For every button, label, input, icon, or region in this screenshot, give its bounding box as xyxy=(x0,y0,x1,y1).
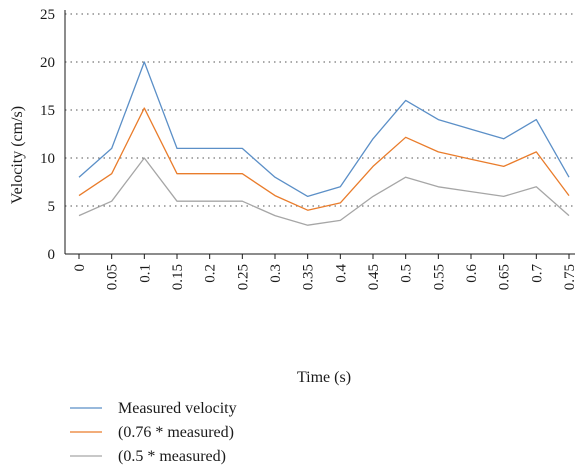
y-tick-label: 20 xyxy=(40,55,55,71)
x-tick-label: 0.3 xyxy=(268,264,284,283)
x-axis-title: Time (s) xyxy=(297,369,351,386)
x-tick-label: 0.75 xyxy=(562,264,578,290)
x-tick-label: 0.35 xyxy=(301,264,317,290)
series-line-2 xyxy=(78,157,570,226)
axes xyxy=(64,10,575,259)
x-tick-label: 0.45 xyxy=(366,264,382,290)
x-tick-labels: 0 0.05 0.1 0.15 0.2 0.25 0.3 0.35 0.4 0.45 0.5 0.55… xyxy=(72,264,578,291)
y-axis-title: Velocity (cm/s) xyxy=(9,106,26,204)
legend-label: Measured velocity xyxy=(118,400,237,417)
legend: Measured velocity (0.76 * measured) (0.5 *… xyxy=(70,400,237,465)
gridlines xyxy=(65,13,575,207)
series-lines xyxy=(78,61,570,226)
x-tick-label: 0.25 xyxy=(235,264,251,290)
x-tick-label: 0.65 xyxy=(497,264,513,290)
x-tick-label: 0.1 xyxy=(137,264,153,283)
x-tick-label: 0.55 xyxy=(431,264,447,290)
x-tick-label: 0.6 xyxy=(464,264,480,283)
x-tick-label: 0.5 xyxy=(399,264,415,283)
legend-label: (0.5 * measured) xyxy=(118,448,226,465)
y-tick-label: 25 xyxy=(40,7,55,23)
x-tick-label: 0.15 xyxy=(170,264,186,290)
x-tick-label: 0.4 xyxy=(333,264,349,283)
legend-label: (0.76 * measured) xyxy=(118,424,234,441)
series-line-1 xyxy=(78,107,570,211)
x-tick-label: 0 xyxy=(72,264,88,272)
y-tick-label: 0 xyxy=(48,247,56,263)
y-tick-label: 10 xyxy=(40,151,55,167)
y-tick-label: 15 xyxy=(40,103,55,119)
x-tick-label: 0.2 xyxy=(203,264,219,283)
x-tick-label: 0.7 xyxy=(529,264,545,283)
series-line-0 xyxy=(78,61,570,198)
y-tick-label: 5 xyxy=(48,199,56,215)
x-tick-label: 0.05 xyxy=(105,264,121,290)
y-tick-labels: 0 5 10 15 20 25 xyxy=(40,7,55,263)
